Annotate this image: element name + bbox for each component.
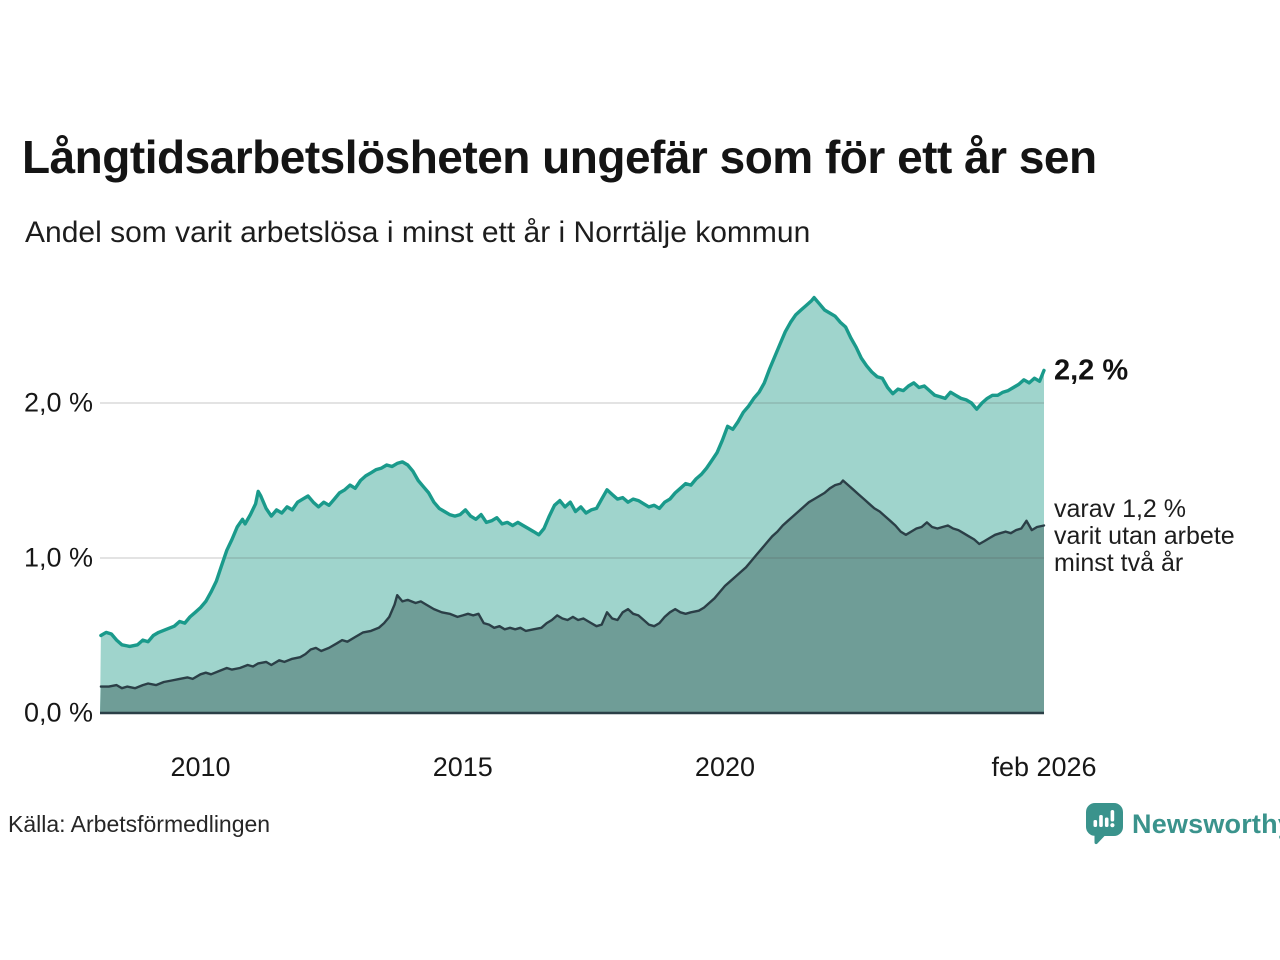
annotation-line-3: minst två år <box>1054 549 1184 577</box>
chart-title: Långtidsarbetslösheten ungefär som för e… <box>22 131 1097 183</box>
newsworthy-pin-icon <box>1086 803 1123 845</box>
y-tick-label: 1,0 % <box>23 542 93 573</box>
x-tick-label: 2020 <box>694 752 756 782</box>
line-unemployed-1yr <box>99 295 1046 649</box>
annotation-line-1: varav 1,2 % <box>1054 495 1187 523</box>
x-tick-label: feb 2026 <box>991 752 1097 782</box>
brand-name: Newsworthy <box>1132 808 1280 839</box>
y-tick-label: 2,0 % <box>23 387 93 418</box>
annotation-latest-value: 2,2 % <box>1054 354 1129 387</box>
chart-subtitle: Andel som varit arbetslösa i minst ett å… <box>25 216 811 249</box>
line-unemployed-2yr <box>99 479 1046 690</box>
annotation-line-2: varit utan arbete <box>1054 522 1235 550</box>
brand-logo: Newsworthy <box>1086 802 1280 846</box>
area-unemployed-2yr <box>100 480 1044 713</box>
x-tick-label: 2015 <box>432 752 493 782</box>
source-note: Källa: Arbetsförmedlingen <box>8 811 271 837</box>
y-tick-label: 0,0 % <box>23 697 93 728</box>
x-tick-label: 2010 <box>170 752 231 782</box>
annotation-secondary-series: varav 1,2 % varit utan arbete minst två … <box>1054 496 1235 577</box>
